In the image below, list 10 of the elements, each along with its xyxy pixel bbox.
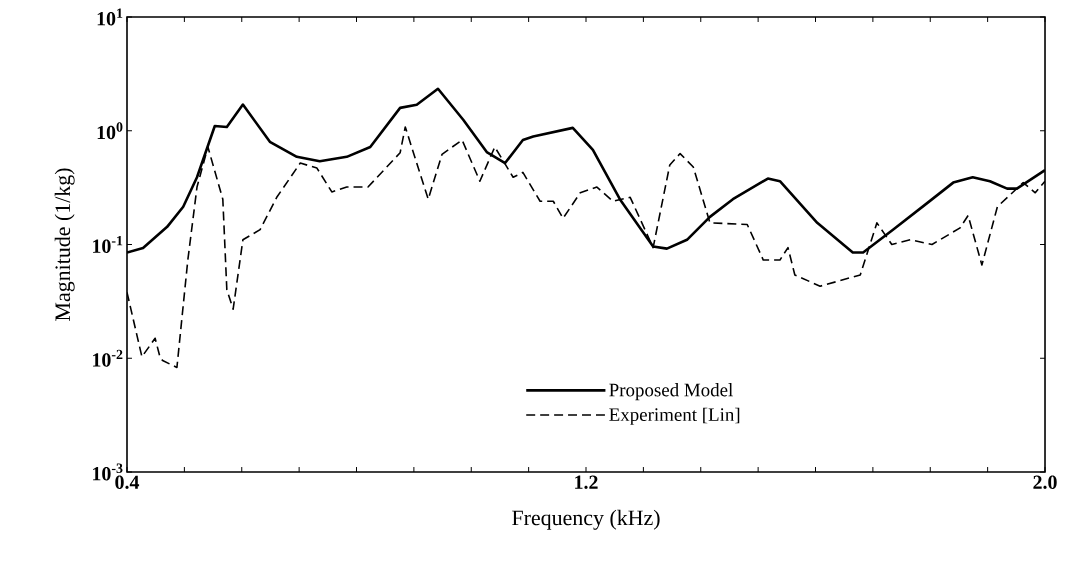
legend-label: Experiment [Lin] bbox=[609, 407, 740, 425]
x-axis-title: Frequency (kHz) bbox=[512, 509, 660, 530]
x-tick-label: 2.0 bbox=[1033, 475, 1057, 490]
y-tick-label: 10$^{1}$ bbox=[97, 8, 123, 26]
x-tick-label: 1.2 bbox=[575, 475, 598, 489]
y-tick-label: 10$^{-2}$ bbox=[93, 349, 123, 367]
y-tick-label: 10$^{-1}$ bbox=[93, 236, 123, 253]
y-tick-label: 10$^{0}$ bbox=[97, 122, 123, 140]
legend-label: Proposed Model bbox=[609, 383, 733, 401]
y-axis-title: Magnitude (1/kg) bbox=[54, 168, 75, 321]
